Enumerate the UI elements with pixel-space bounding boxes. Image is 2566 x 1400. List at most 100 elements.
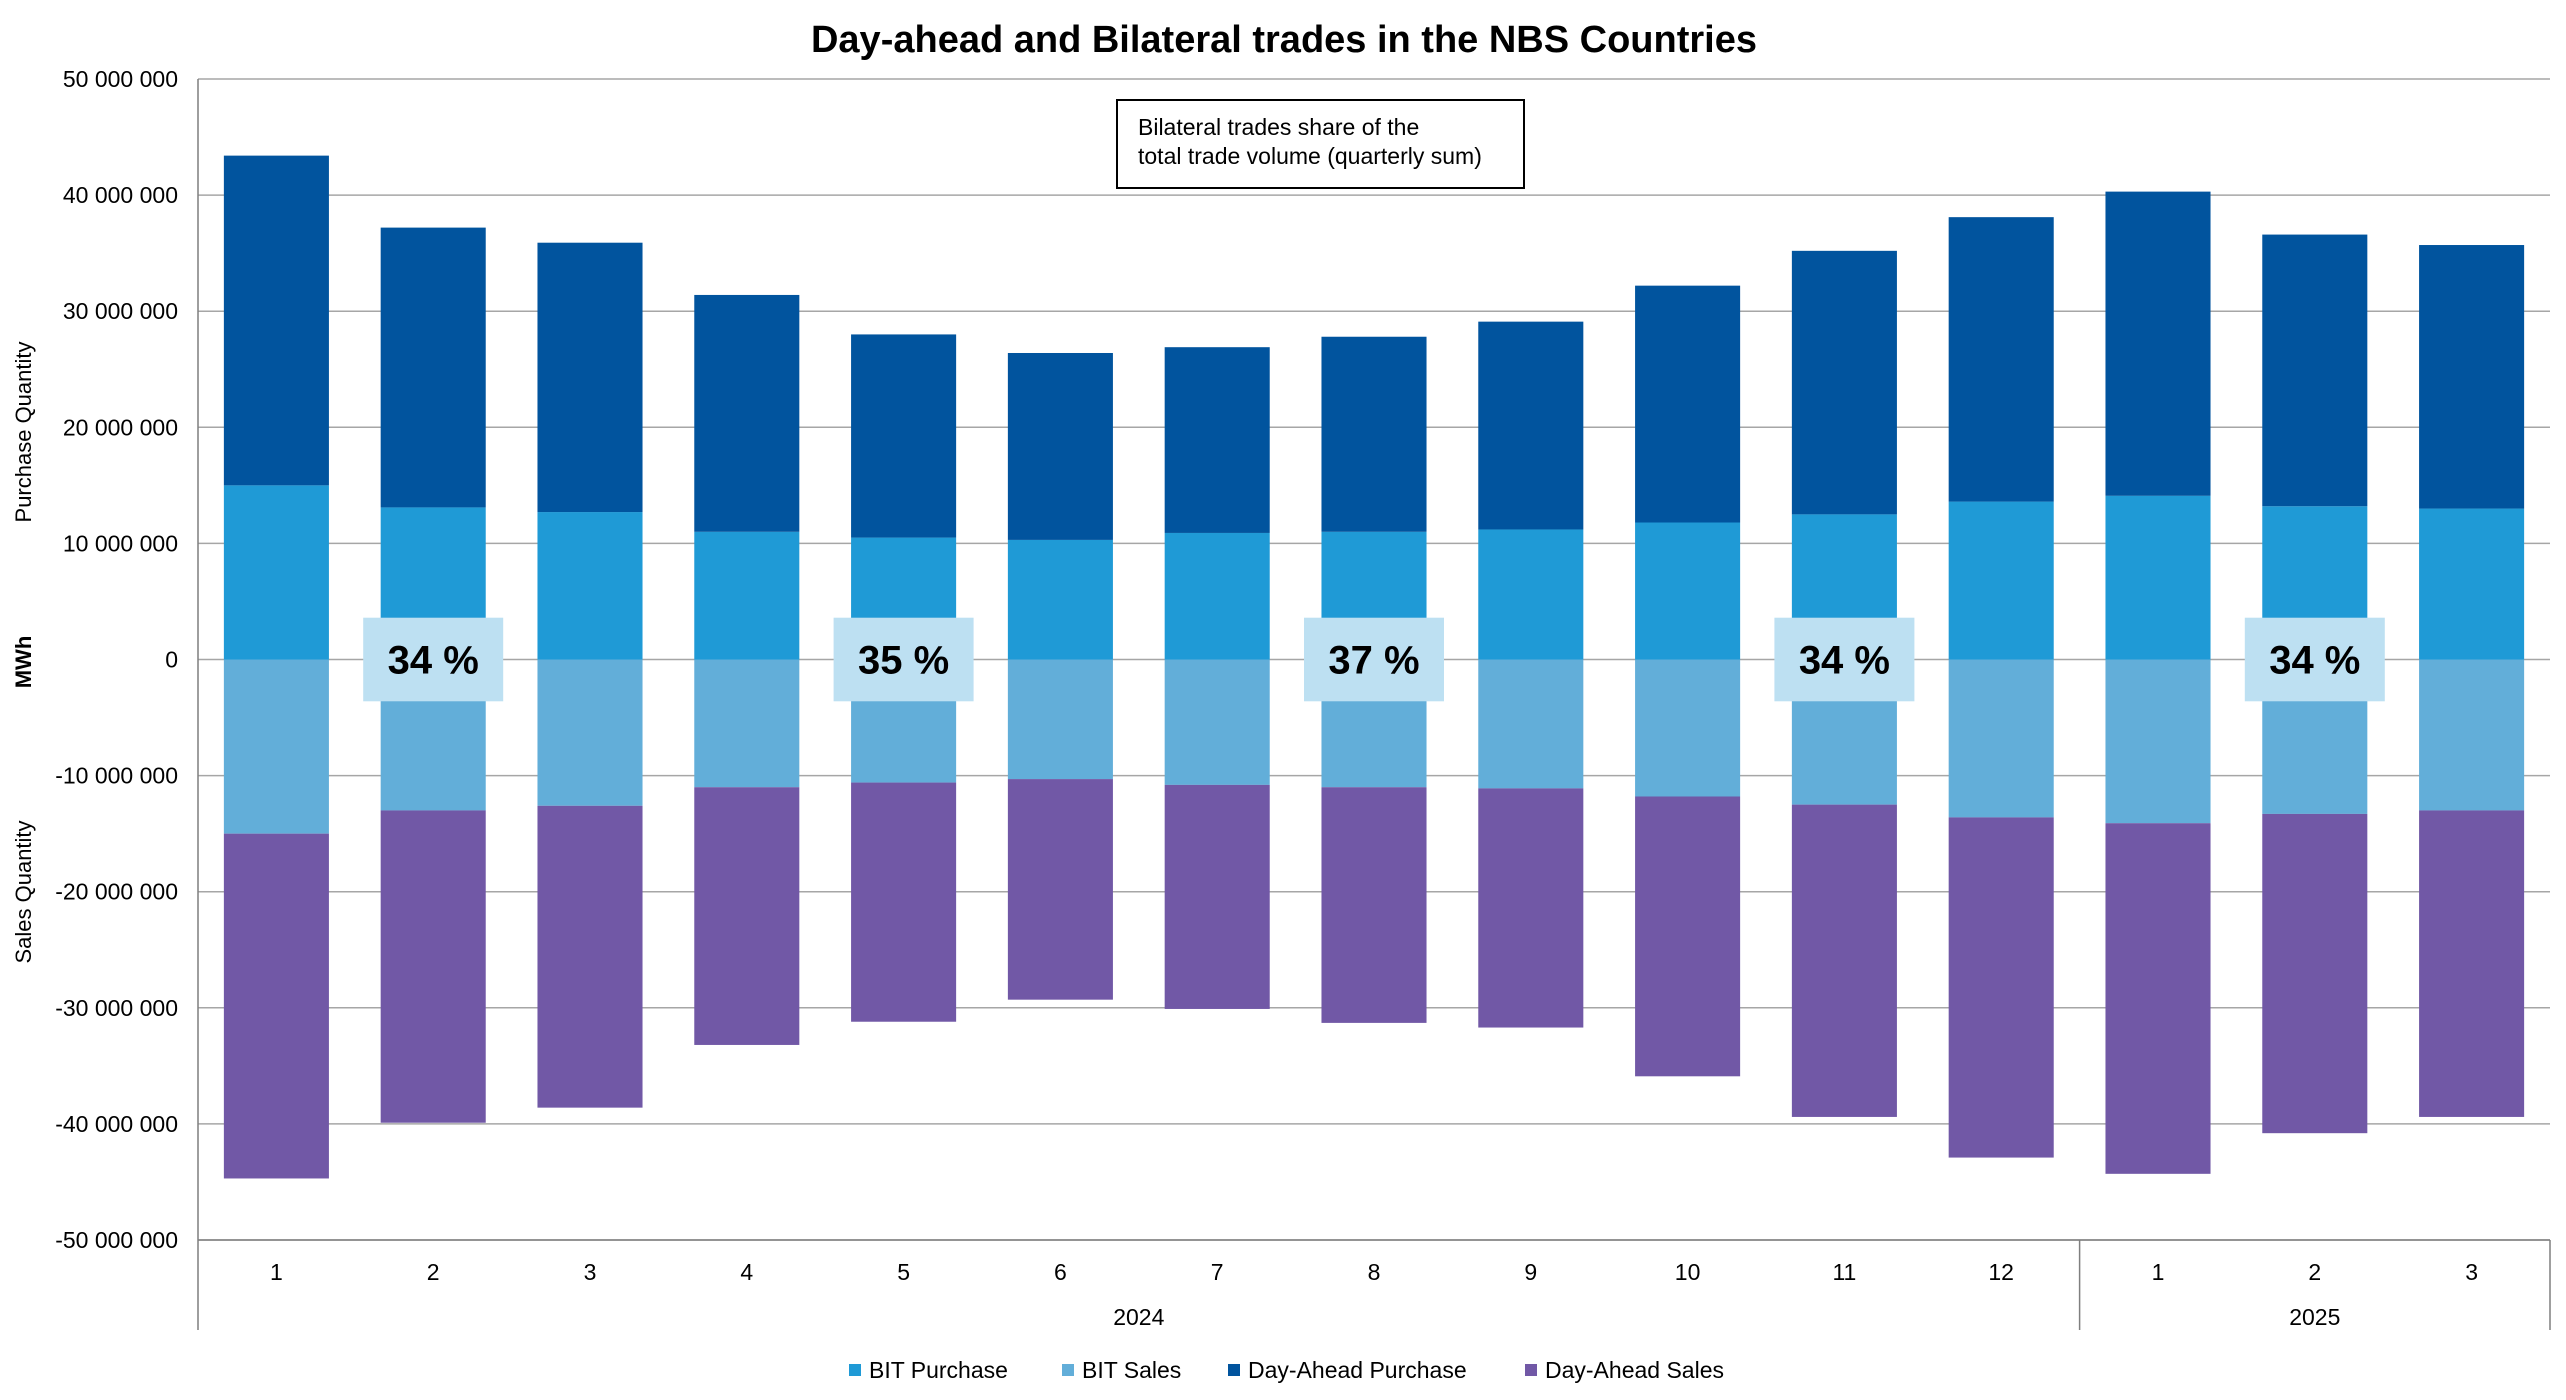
share-label-background <box>1304 617 1444 702</box>
legend-item: Day-Ahead Purchase <box>1228 1357 1467 1383</box>
legend-label: Day-Ahead Purchase <box>1248 1357 1467 1383</box>
bar-day-ahead-sales <box>1948 817 2054 1158</box>
share-label: 34 % <box>2269 639 2360 683</box>
y-axis-label-lower: Sales Quantity <box>11 820 36 963</box>
bar-bit-purchase <box>1948 501 2054 660</box>
y-tick-label: -40 000 000 <box>55 1111 178 1137</box>
bar-bit-purchase <box>537 512 643 660</box>
x-tick-label: 1 <box>2152 1259 2165 1285</box>
bar-day-ahead-purchase <box>694 294 800 532</box>
bar-day-ahead-sales <box>1635 796 1741 1077</box>
bar-bit-purchase <box>2419 508 2525 660</box>
bar-day-ahead-purchase <box>1321 336 1427 532</box>
bar-bit-sales <box>2105 659 2211 824</box>
bar-day-ahead-sales <box>380 810 486 1123</box>
bar-bit-sales <box>1635 659 1741 797</box>
bar-day-ahead-purchase <box>380 227 486 508</box>
bar-bit-sales <box>1478 659 1584 789</box>
y-tick-label: 30 000 000 <box>63 298 178 324</box>
y-tick-label: -20 000 000 <box>55 879 178 905</box>
bar-day-ahead-purchase <box>537 242 643 513</box>
x-tick-label: 6 <box>1054 1259 1067 1285</box>
bar-day-ahead-purchase <box>223 155 329 486</box>
bar-bit-sales <box>1007 659 1113 780</box>
legend: BIT Purchase BIT Sales Day-Ahead Purchase D… <box>849 1357 1724 1383</box>
legend-item: BIT Purchase <box>849 1357 1008 1383</box>
bar-bit-purchase <box>1164 532 1270 660</box>
bar-day-ahead-purchase <box>1007 352 1113 540</box>
bar-day-ahead-purchase <box>1791 250 1897 515</box>
chart-title: Day-ahead and Bilateral trades in the NB… <box>811 19 1757 61</box>
y-tick-label: 0 <box>165 647 178 673</box>
y-tick-label: -50 000 000 <box>55 1227 178 1253</box>
bar-bit-sales <box>694 659 800 788</box>
annotation-text-line-1: Bilateral trades share of the <box>1138 114 1419 140</box>
x-tick-label: 9 <box>1524 1259 1537 1285</box>
x-tick-label: 7 <box>1211 1259 1224 1285</box>
bar-day-ahead-sales <box>1478 788 1584 1028</box>
legend-label: Day-Ahead Sales <box>1545 1357 1724 1383</box>
bar-day-ahead-sales <box>694 787 800 1045</box>
bar-day-ahead-sales <box>2105 823 2211 1174</box>
legend-swatch <box>1062 1364 1074 1376</box>
x-tick-label: 5 <box>897 1259 910 1285</box>
legend-swatch <box>1228 1364 1240 1376</box>
bar-day-ahead-purchase <box>2105 191 2211 496</box>
bar-bit-purchase <box>2105 495 2211 660</box>
x-tick-label: 1 <box>270 1259 283 1285</box>
share-labels: 34 % 35 % 37 % 34 % 34 % <box>363 617 2385 702</box>
bar-day-ahead-purchase <box>2419 245 2525 509</box>
x-tick-label: 2 <box>427 1259 440 1285</box>
bar-day-ahead-purchase <box>851 334 957 538</box>
share-label-background <box>833 617 974 702</box>
bar-day-ahead-sales <box>223 833 329 1179</box>
legend-label: BIT Sales <box>1082 1357 1181 1383</box>
annotation-text-line-2: total trade volume (quarterly sum) <box>1138 143 1482 169</box>
legend-item: BIT Sales <box>1062 1357 1181 1383</box>
y-tick-label: 10 000 000 <box>63 530 178 556</box>
year-label: 2024 <box>1113 1304 1164 1330</box>
legend-item: Day-Ahead Sales <box>1525 1357 1724 1383</box>
bar-day-ahead-sales <box>2419 810 2525 1117</box>
bar-day-ahead-purchase <box>1478 321 1584 530</box>
share-label: 35 % <box>858 639 949 683</box>
bar-bit-sales <box>537 659 643 806</box>
bar-day-ahead-sales <box>2262 813 2368 1134</box>
x-tick-label: 3 <box>2465 1259 2478 1285</box>
bar-bit-sales <box>223 659 329 834</box>
bar-day-ahead-sales <box>1321 787 1427 1023</box>
bar-bit-purchase <box>1635 522 1741 660</box>
axes <box>197 79 2551 1330</box>
bar-day-ahead-purchase <box>1635 285 1741 523</box>
legend-label: BIT Purchase <box>869 1357 1008 1383</box>
share-label: 34 % <box>1799 639 1890 683</box>
bar-day-ahead-sales <box>851 782 957 1022</box>
bar-bit-purchase <box>223 485 329 660</box>
y-tick-label: -30 000 000 <box>55 995 178 1021</box>
share-label-background <box>363 617 504 702</box>
bar-bit-sales <box>1164 659 1270 785</box>
bars <box>223 155 2525 1179</box>
x-tick-label: 8 <box>1368 1259 1381 1285</box>
bar-day-ahead-sales <box>537 805 643 1108</box>
x-tick-label: 11 <box>1832 1259 1856 1285</box>
share-label: 34 % <box>388 639 479 683</box>
share-label: 37 % <box>1328 639 1419 683</box>
bar-bit-sales <box>2419 659 2525 811</box>
bar-day-ahead-sales <box>1164 784 1270 1009</box>
share-label-background <box>1774 617 1915 702</box>
bar-bit-sales <box>1948 659 2054 818</box>
legend-swatch <box>1525 1364 1537 1376</box>
y-axis-label: MWh <box>11 636 36 689</box>
share-label-background <box>2244 617 2385 702</box>
x-tick-label: 3 <box>584 1259 597 1285</box>
bar-day-ahead-purchase <box>2262 234 2368 507</box>
y-tick-label: 50 000 000 <box>63 66 178 92</box>
bar-day-ahead-purchase <box>1164 347 1270 533</box>
y-tick-label: 20 000 000 <box>63 414 178 440</box>
x-tick-label: 2 <box>2308 1259 2321 1285</box>
legend-swatch <box>849 1364 861 1376</box>
x-tick-label: 12 <box>1988 1259 2014 1285</box>
